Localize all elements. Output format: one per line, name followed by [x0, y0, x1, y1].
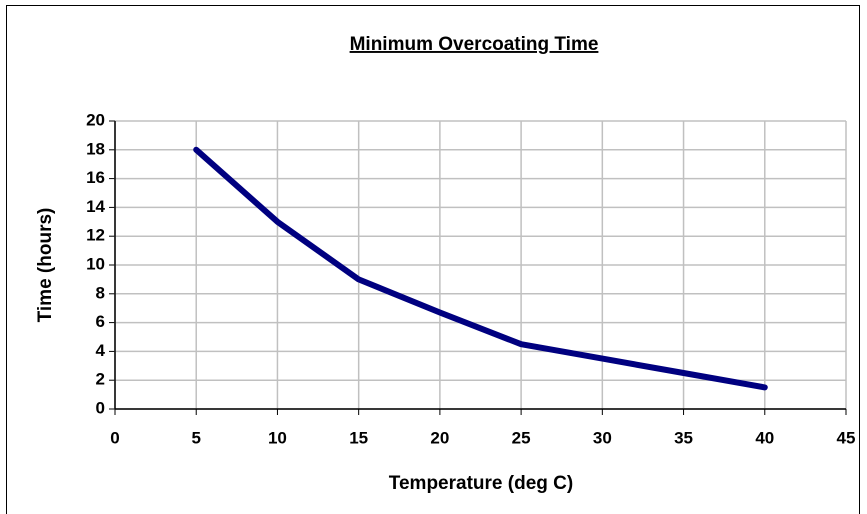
- y-tick-label: 20: [86, 110, 105, 129]
- y-tick-label: 2: [96, 370, 105, 389]
- y-tick-label: 14: [86, 197, 105, 216]
- x-tick-label: 40: [755, 428, 774, 447]
- x-tick-label: 20: [430, 428, 449, 447]
- x-tick-label: 30: [593, 428, 612, 447]
- y-tick-label: 6: [96, 312, 105, 331]
- y-tick-label: 8: [96, 283, 105, 302]
- chart-title: Minimum Overcoating Time: [350, 34, 599, 55]
- x-tick-label: 10: [268, 428, 287, 447]
- x-tick-label: 15: [349, 428, 368, 447]
- x-tick-label: 5: [191, 428, 200, 447]
- y-tick-label: 4: [96, 341, 106, 360]
- data-line: [193, 146, 768, 391]
- x-tick-label: 45: [837, 428, 856, 447]
- x-tick-label: 35: [674, 428, 693, 447]
- x-axis-label: Temperature (deg C): [389, 473, 573, 494]
- y-tick-label: 18: [86, 139, 105, 158]
- x-tick-label: 0: [110, 428, 119, 447]
- y-tick-label: 0: [96, 398, 105, 417]
- y-axis-label: Time (hours): [35, 208, 56, 323]
- y-tick-label: 16: [86, 168, 105, 187]
- y-tick-label: 12: [86, 226, 105, 245]
- chart-frame: [6, 5, 860, 514]
- x-tick-label: 25: [512, 428, 531, 447]
- y-tick-label: 10: [86, 254, 105, 273]
